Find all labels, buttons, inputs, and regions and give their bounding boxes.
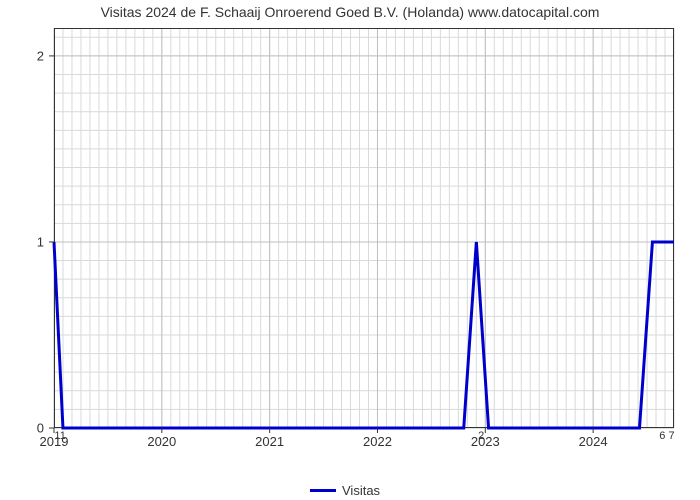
legend-swatch	[310, 489, 336, 492]
chart-title: Visitas 2024 de F. Schaaij Onroerend Goe…	[0, 4, 700, 20]
x-tick-label: 2023	[471, 434, 500, 449]
legend-label: Visitas	[342, 483, 380, 498]
bottom-annotation: 2	[478, 430, 484, 442]
x-tick-label: 2022	[363, 434, 392, 449]
y-tick-label: 1	[0, 234, 44, 249]
bottom-annotation: 6 7	[659, 430, 674, 442]
x-tick-label: 2024	[579, 434, 608, 449]
legend: Visitas	[310, 483, 380, 498]
chart-container: Visitas 2024 de F. Schaaij Onroerend Goe…	[0, 0, 700, 500]
chart-plot	[54, 28, 676, 430]
y-tick-label: 0	[0, 421, 44, 436]
y-tick-label: 2	[0, 48, 44, 63]
bottom-annotation: 11	[54, 430, 65, 442]
x-tick-label: 2021	[255, 434, 284, 449]
x-tick-label: 2020	[147, 434, 176, 449]
